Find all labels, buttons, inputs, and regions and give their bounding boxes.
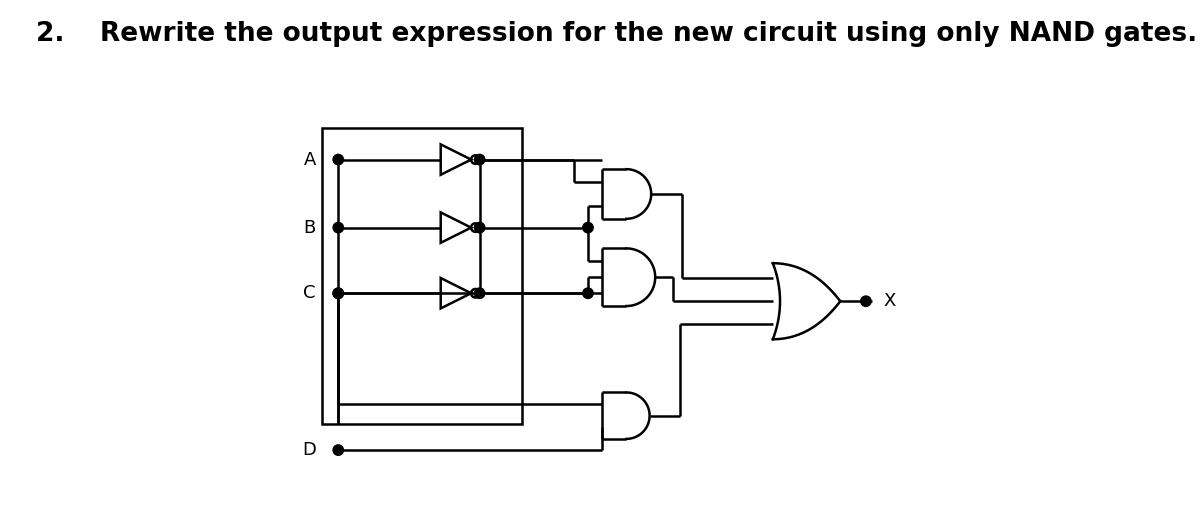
- Circle shape: [334, 288, 343, 299]
- Bar: [323, 128, 522, 424]
- Circle shape: [474, 288, 485, 299]
- Text: X: X: [883, 292, 896, 310]
- Circle shape: [583, 288, 593, 299]
- Circle shape: [474, 154, 485, 165]
- Text: 2.  Rewrite the output expression for the new circuit using only NAND gates.: 2. Rewrite the output expression for the…: [36, 21, 1198, 47]
- Text: D: D: [302, 441, 316, 459]
- Circle shape: [334, 222, 343, 233]
- Circle shape: [334, 445, 343, 456]
- Circle shape: [334, 288, 343, 299]
- Circle shape: [474, 222, 485, 233]
- Circle shape: [583, 222, 593, 233]
- Circle shape: [334, 154, 343, 165]
- Text: A: A: [304, 151, 316, 168]
- Circle shape: [860, 296, 871, 306]
- Text: B: B: [304, 219, 316, 236]
- Text: C: C: [304, 284, 316, 302]
